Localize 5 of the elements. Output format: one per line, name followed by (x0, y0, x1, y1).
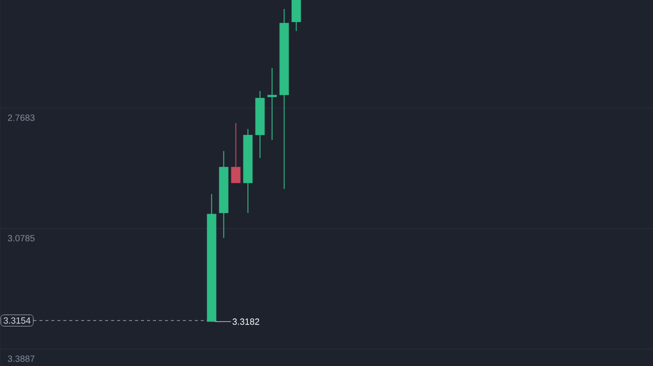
y-tick-label: 2.7683 (8, 114, 35, 121)
annotation: 3.3182 (232, 318, 260, 325)
y-tick-label: 3.0785 (8, 235, 35, 242)
y-tick-label: 3.3887 (8, 356, 34, 362)
ref-line-label: 3.3154 (4, 317, 30, 324)
